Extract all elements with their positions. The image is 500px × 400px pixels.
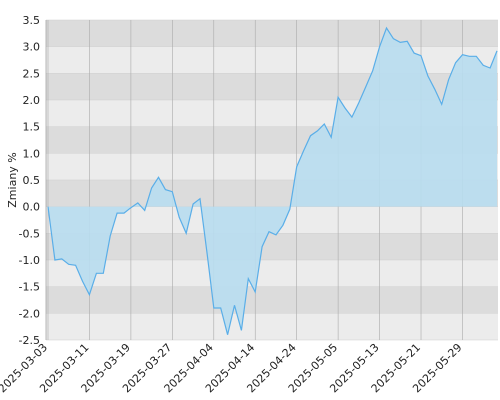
y-tick-label: -1.5 <box>19 281 40 294</box>
grid-band <box>46 260 498 287</box>
y-tick-label: -0.5 <box>19 227 40 240</box>
y-tick-label: -2.0 <box>19 307 40 320</box>
y-tick-label: 0.0 <box>23 201 41 214</box>
y-tick-label: 3.0 <box>23 41 41 54</box>
y-tick-label: -2.5 <box>19 334 40 347</box>
grid-band <box>46 286 498 314</box>
y-axis-label: Zmiany % <box>6 152 19 207</box>
area <box>48 28 497 335</box>
grid-band <box>46 313 498 340</box>
y-tick-label: 1.5 <box>23 121 41 134</box>
y-tick-label: -1.0 <box>19 254 40 267</box>
grid-band <box>46 233 498 260</box>
y-tick-label: 2.5 <box>23 67 41 80</box>
y-tick-label: 0.5 <box>23 174 41 187</box>
y-tick-label: 3.5 <box>23 14 41 27</box>
line <box>47 26 498 335</box>
y-tick-label: 1.0 <box>23 147 41 160</box>
y-tick-label: 2.0 <box>23 94 41 107</box>
grid-band <box>46 46 498 74</box>
grid-band <box>46 20 498 47</box>
